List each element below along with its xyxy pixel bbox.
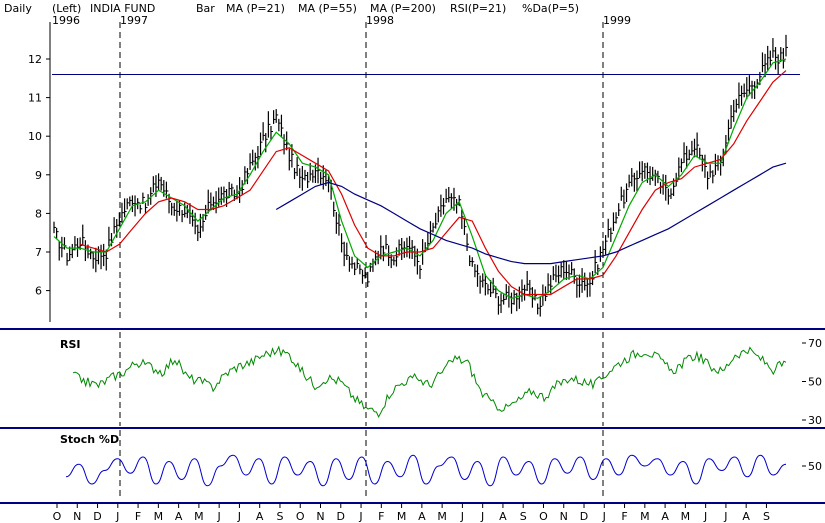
month-label: A <box>418 510 426 523</box>
stoch-tick-label: 50 <box>808 460 822 473</box>
ma200-line <box>275 162 787 265</box>
rsi-tick-label: 50 <box>808 376 822 389</box>
rsi-tick-label: 30 <box>808 414 822 427</box>
symbol-label: INDIA FUND <box>90 2 155 15</box>
month-label: O <box>539 510 548 523</box>
month-label: D <box>580 510 588 523</box>
style-label: Bar <box>196 2 215 15</box>
month-label: N <box>316 510 324 523</box>
month-label: A <box>661 510 669 523</box>
stoch-line <box>65 454 787 487</box>
month-label: F <box>378 510 384 523</box>
month-label: M <box>437 510 447 523</box>
ma21-line <box>53 58 787 299</box>
month-label: D <box>337 510 345 523</box>
month-label: M <box>194 510 204 523</box>
month-label: M <box>681 510 691 523</box>
month-label: A <box>742 510 750 523</box>
month-label: M <box>640 510 650 523</box>
month-label: S <box>520 510 527 523</box>
month-label: A <box>256 510 264 523</box>
price-tick-label: 12 <box>28 53 42 66</box>
rsi-panel-title: RSI <box>60 338 81 351</box>
month-label: J <box>460 510 464 523</box>
rsi-line <box>72 345 787 419</box>
month-label: M <box>397 510 407 523</box>
month-label: F <box>135 510 141 523</box>
month-label: J <box>703 510 707 523</box>
price-tick-label: 8 <box>35 207 42 220</box>
month-label: D <box>93 510 101 523</box>
month-label: O <box>296 510 305 523</box>
legend-ma55: MA (P=55) <box>298 2 357 15</box>
month-label: J <box>237 510 241 523</box>
legend-ma200: MA (P=200) <box>370 2 436 15</box>
month-label: A <box>499 510 507 523</box>
month-label: S <box>276 510 283 523</box>
month-label: N <box>73 510 81 523</box>
month-label: N <box>560 510 568 523</box>
month-label: J <box>602 510 606 523</box>
month-label: F <box>621 510 627 523</box>
month-label: J <box>115 510 119 523</box>
stoch-panel-title: Stoch %D <box>60 433 119 446</box>
year-label: 1998 <box>366 14 394 27</box>
ma55-line <box>79 70 787 296</box>
month-label: A <box>175 510 183 523</box>
year-label: 1997 <box>120 14 148 27</box>
month-label: O <box>53 510 62 523</box>
month-label: J <box>723 510 727 523</box>
rsi-tick-label: 70 <box>808 337 822 350</box>
month-label: S <box>763 510 770 523</box>
axis-side-label: (Left) <box>52 2 81 15</box>
price-tick-label: 10 <box>28 130 42 143</box>
price-tick-label: 9 <box>35 169 42 182</box>
month-label: J <box>358 510 362 523</box>
month-label: J <box>480 510 484 523</box>
year-label: 1996 <box>52 14 80 27</box>
period-label: Daily <box>4 2 32 15</box>
legend-ma21: MA (P=21) <box>226 2 285 15</box>
legend-stoch: %Da(P=5) <box>522 2 579 15</box>
price-tick-label: 11 <box>28 92 42 105</box>
year-label: 1999 <box>603 14 631 27</box>
price-tick-label: 7 <box>35 246 42 259</box>
legend-rsi: RSI(P=21) <box>450 2 506 15</box>
month-label: M <box>154 510 164 523</box>
month-label: J <box>217 510 221 523</box>
price-tick-label: 6 <box>35 285 42 298</box>
